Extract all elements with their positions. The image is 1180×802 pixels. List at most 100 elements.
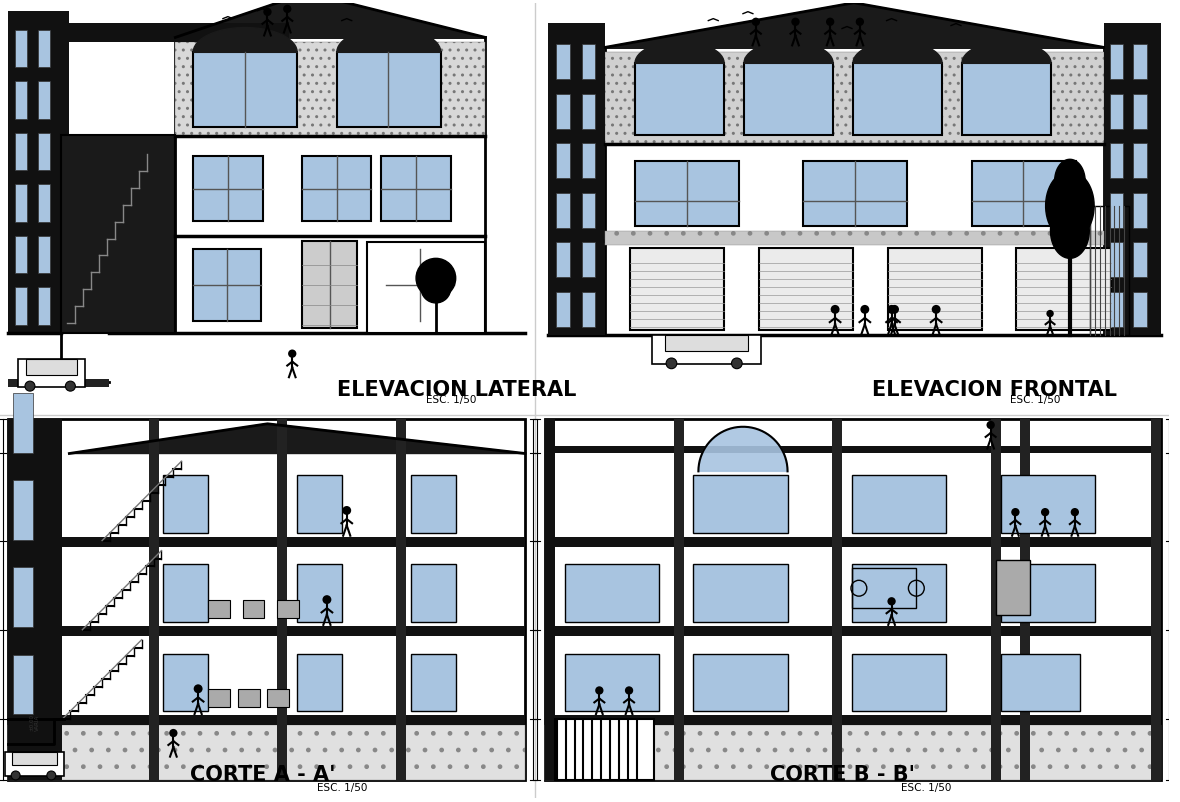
Bar	[243, 601, 264, 618]
Bar	[8, 715, 525, 725]
Circle shape	[194, 684, 203, 694]
Bar	[556, 293, 570, 327]
Text: CORTE B - B': CORTE B - B'	[769, 764, 914, 784]
Bar	[164, 654, 208, 711]
Bar	[208, 601, 230, 618]
Bar	[1133, 293, 1147, 327]
Text: ESC. 1/50: ESC. 1/50	[1010, 395, 1061, 404]
Text: ESC. 1/50: ESC. 1/50	[902, 782, 951, 792]
Bar	[887, 249, 982, 330]
Circle shape	[752, 18, 760, 27]
Bar	[582, 293, 596, 327]
Bar	[13, 480, 33, 540]
Polygon shape	[1050, 204, 1089, 259]
Bar	[15, 133, 27, 171]
Polygon shape	[743, 43, 833, 64]
Bar	[1001, 654, 1080, 711]
Circle shape	[1070, 508, 1079, 516]
Bar	[15, 288, 27, 326]
Bar	[651, 335, 761, 365]
Bar	[381, 157, 451, 221]
Bar	[15, 82, 27, 119]
Bar	[411, 476, 455, 533]
Bar	[8, 537, 525, 547]
Bar	[545, 715, 1161, 725]
Text: ESC. 1/50: ESC. 1/50	[316, 782, 367, 792]
Bar	[548, 23, 605, 335]
Bar	[176, 43, 485, 137]
Bar	[277, 601, 300, 618]
Bar	[635, 64, 725, 136]
Polygon shape	[70, 424, 525, 454]
Bar	[61, 23, 289, 43]
Circle shape	[860, 306, 870, 314]
Bar	[852, 569, 917, 608]
Circle shape	[932, 306, 940, 314]
Bar	[1133, 194, 1147, 229]
Bar	[8, 12, 70, 333]
Text: ELEVACION LATERAL: ELEVACION LATERAL	[336, 379, 576, 399]
Bar	[268, 690, 289, 707]
Bar	[1109, 194, 1123, 229]
Circle shape	[666, 358, 677, 369]
Text: CORTE A - A': CORTE A - A'	[190, 764, 335, 784]
Bar	[1001, 565, 1095, 622]
Bar	[38, 237, 50, 273]
Bar	[545, 725, 1161, 780]
Bar	[962, 64, 1051, 136]
Bar	[297, 654, 342, 711]
Bar	[5, 751, 65, 776]
Bar	[1152, 419, 1161, 780]
Bar	[545, 537, 1161, 547]
Bar	[605, 48, 1103, 335]
Bar	[8, 379, 109, 387]
Circle shape	[986, 421, 995, 430]
Bar	[556, 45, 570, 80]
Bar	[302, 241, 356, 328]
Bar	[556, 243, 570, 277]
Circle shape	[417, 259, 455, 298]
Bar	[605, 53, 1103, 145]
Circle shape	[831, 306, 839, 314]
Polygon shape	[336, 29, 441, 53]
Bar	[15, 184, 27, 222]
Bar	[759, 249, 853, 330]
Bar	[13, 654, 33, 714]
Bar	[664, 335, 748, 351]
Bar	[297, 476, 342, 533]
Circle shape	[283, 6, 291, 14]
Bar	[605, 231, 1103, 246]
Bar	[556, 95, 570, 129]
Circle shape	[890, 306, 899, 314]
Bar	[582, 243, 596, 277]
Bar	[411, 654, 455, 711]
Bar	[853, 64, 942, 136]
Bar	[852, 565, 946, 622]
Bar	[1109, 95, 1123, 129]
Bar	[164, 476, 208, 533]
Circle shape	[322, 595, 332, 605]
Bar	[1001, 476, 1095, 533]
Bar	[38, 184, 50, 222]
Bar	[194, 250, 261, 322]
Bar	[26, 360, 77, 375]
Bar	[1089, 207, 1129, 335]
Circle shape	[421, 273, 451, 303]
Bar	[336, 53, 441, 128]
Bar	[8, 626, 525, 636]
Bar	[194, 157, 262, 221]
Bar	[8, 419, 63, 780]
Bar	[555, 719, 654, 780]
Bar	[694, 476, 787, 533]
Circle shape	[1011, 508, 1020, 516]
Circle shape	[1041, 508, 1049, 516]
Circle shape	[887, 597, 896, 606]
Bar	[15, 237, 27, 273]
Bar	[565, 565, 658, 622]
Text: ELEVACION FRONTAL: ELEVACION FRONTAL	[872, 379, 1116, 399]
Circle shape	[342, 506, 352, 515]
Bar	[38, 82, 50, 119]
Polygon shape	[1045, 172, 1094, 241]
Bar	[15, 30, 27, 68]
Bar	[1133, 95, 1147, 129]
